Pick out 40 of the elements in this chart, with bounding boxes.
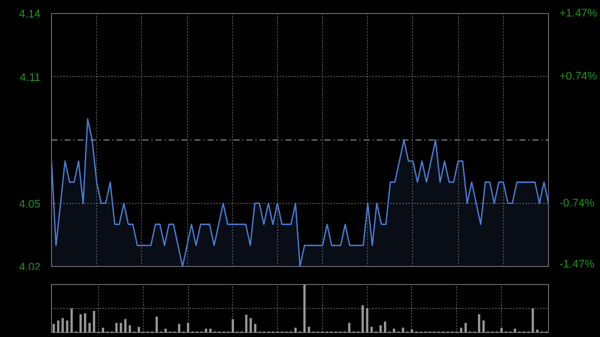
bar — [402, 328, 404, 332]
bar — [164, 328, 167, 332]
bar — [156, 316, 158, 332]
bar — [66, 320, 68, 332]
y2-tick-label: +1.47% — [560, 8, 598, 20]
bar — [138, 326, 140, 332]
bar — [57, 320, 60, 332]
bar — [128, 325, 131, 332]
bar — [536, 330, 538, 332]
bar — [482, 320, 485, 332]
bar — [70, 308, 73, 332]
y-tick-label: 4.05 — [19, 198, 41, 210]
bar — [232, 319, 234, 332]
bar — [392, 328, 396, 332]
bar — [362, 305, 364, 332]
bar — [209, 328, 212, 332]
bar — [370, 326, 373, 332]
y2-tick-label: -0.74% — [560, 198, 595, 210]
bar — [500, 328, 503, 332]
y2-tick-label: +0.74% — [560, 70, 598, 82]
bar — [124, 319, 126, 332]
bar — [62, 318, 64, 332]
bar — [245, 314, 248, 332]
bar — [532, 308, 534, 332]
bar — [514, 328, 516, 332]
bar — [308, 326, 310, 332]
bar — [460, 328, 462, 332]
bar — [410, 330, 414, 332]
y-tick-label: 4.11 — [20, 72, 40, 84]
bar — [294, 328, 297, 332]
bar — [102, 328, 104, 332]
bar — [366, 308, 368, 332]
bar — [464, 322, 467, 332]
y-tick-label: 4.14 — [19, 8, 41, 20]
bar — [52, 324, 55, 332]
bar — [250, 318, 252, 332]
y2-tick-label: -1.47% — [560, 258, 595, 270]
bar — [204, 328, 208, 332]
bar — [348, 322, 350, 332]
bar — [254, 324, 256, 332]
